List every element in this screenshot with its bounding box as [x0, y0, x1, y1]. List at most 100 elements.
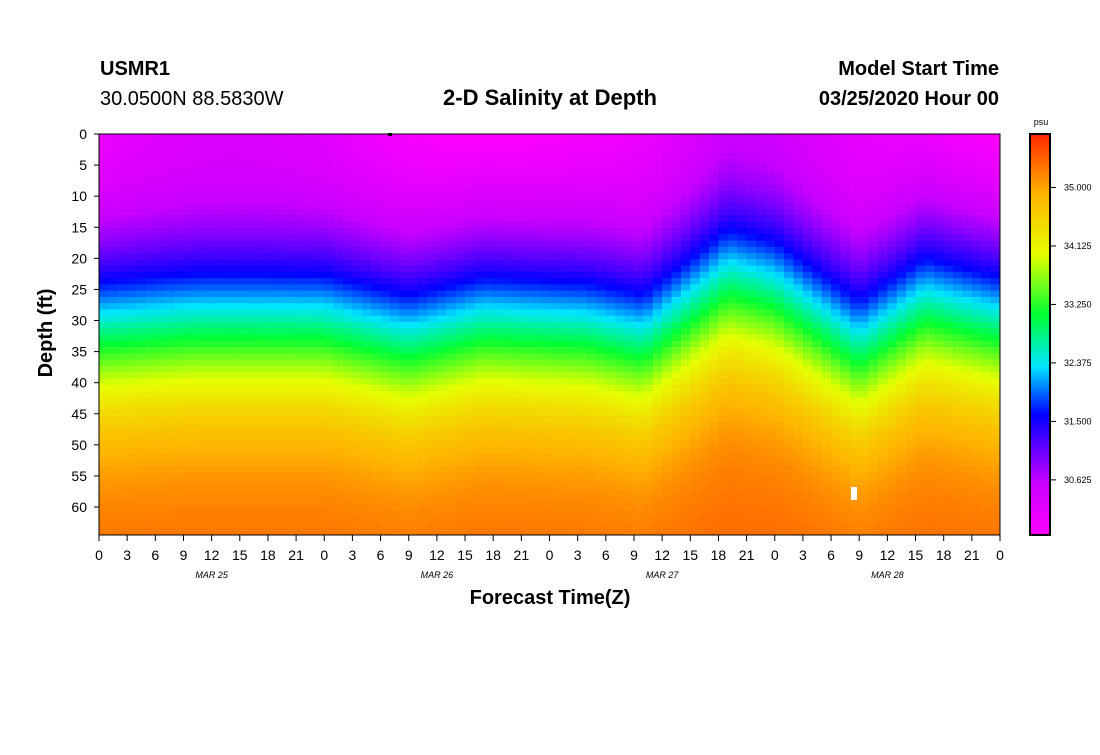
heat-cell	[155, 265, 166, 273]
heat-cell	[333, 165, 344, 173]
heat-cell	[774, 403, 785, 411]
heat-cell	[540, 271, 551, 279]
heat-cell	[202, 177, 213, 185]
heat-cell	[343, 403, 354, 411]
heat-cell	[127, 347, 138, 354]
heat-cell	[286, 422, 297, 430]
heat-cell	[418, 202, 429, 210]
heat-cell	[211, 466, 222, 473]
heat-cell	[361, 328, 372, 336]
heat-cell	[267, 152, 278, 160]
heat-cell	[699, 315, 710, 323]
heat-cell	[108, 278, 119, 285]
heat-cell	[521, 171, 532, 179]
heat-cell	[305, 378, 316, 386]
heat-cell	[324, 152, 335, 160]
heat-cell	[127, 190, 138, 198]
heat-cell	[718, 240, 729, 248]
heat-cell	[352, 259, 363, 267]
heat-cell	[465, 390, 476, 398]
heat-cell	[737, 271, 748, 279]
heat-cell	[221, 466, 231, 473]
heat-cell	[605, 353, 616, 361]
heat-cell	[502, 202, 513, 210]
heat-cell	[399, 415, 410, 423]
heat-cell	[136, 497, 147, 505]
heat-cell	[502, 516, 513, 524]
heat-cell	[680, 484, 691, 492]
heat-cell	[324, 303, 335, 311]
heat-cell	[455, 165, 466, 173]
heat-cell	[314, 152, 325, 160]
heat-cell	[605, 478, 616, 486]
heat-cell	[211, 271, 222, 279]
heat-cell	[324, 227, 335, 235]
heat-cell	[662, 472, 673, 480]
heat-cell	[633, 240, 644, 248]
heat-cell	[530, 177, 541, 185]
heat-cell	[596, 390, 607, 398]
heat-cell	[371, 190, 382, 198]
heat-cell	[380, 159, 391, 166]
heat-cell	[671, 466, 682, 473]
heat-cell	[746, 472, 757, 480]
heat-cell	[690, 271, 701, 279]
heat-cell	[108, 478, 119, 486]
heat-cell	[389, 290, 400, 298]
heat-cell	[305, 422, 316, 430]
heat-cell	[577, 409, 588, 417]
heat-cell	[361, 459, 372, 467]
heat-cell	[145, 347, 156, 354]
heat-cell	[615, 134, 626, 141]
heat-cell	[455, 359, 466, 367]
heat-cell	[174, 378, 185, 386]
heat-cell	[727, 453, 738, 461]
heat-cell	[568, 328, 579, 336]
heat-cell	[389, 453, 400, 461]
heat-cell	[530, 215, 541, 223]
heat-cell	[277, 441, 288, 448]
heat-cell	[155, 278, 166, 285]
heat-cell	[474, 422, 485, 430]
heat-cell	[549, 271, 560, 279]
heat-cell	[587, 403, 598, 411]
heat-cell	[755, 415, 766, 423]
heat-cell	[230, 372, 241, 379]
heat-cell	[99, 491, 109, 499]
heat-cell	[230, 265, 241, 273]
heat-cell	[436, 227, 447, 235]
heat-cell	[108, 516, 119, 524]
heat-cell	[249, 415, 260, 423]
heat-cell	[643, 503, 654, 511]
heat-cell	[690, 190, 701, 198]
heat-cell	[493, 221, 504, 229]
heat-cell	[699, 497, 710, 505]
heat-cell	[99, 171, 109, 179]
heat-cell	[389, 447, 400, 455]
heat-cell	[174, 491, 185, 499]
heat-cell	[446, 190, 457, 198]
heat-cell	[249, 491, 260, 499]
heat-cell	[680, 221, 691, 229]
heat-cell	[549, 159, 560, 166]
heat-cell	[577, 365, 588, 373]
heat-cell	[427, 459, 438, 467]
heat-cell	[230, 146, 241, 154]
heat-cell	[699, 246, 710, 254]
heat-cell	[352, 509, 363, 517]
heat-cell	[718, 190, 729, 198]
heat-cell	[540, 459, 551, 467]
heat-cell	[577, 221, 588, 229]
heat-cell	[174, 372, 185, 379]
heat-cell	[324, 484, 335, 492]
heat-cell	[127, 209, 138, 217]
heat-cell	[408, 328, 419, 336]
heat-cell	[521, 165, 532, 173]
heat-cell	[267, 409, 278, 417]
heat-cell	[408, 447, 419, 455]
heat-cell	[108, 184, 119, 191]
heat-cell	[680, 347, 691, 354]
heat-cell	[540, 202, 551, 210]
heat-cell	[455, 209, 466, 217]
heat-cell	[418, 397, 429, 405]
